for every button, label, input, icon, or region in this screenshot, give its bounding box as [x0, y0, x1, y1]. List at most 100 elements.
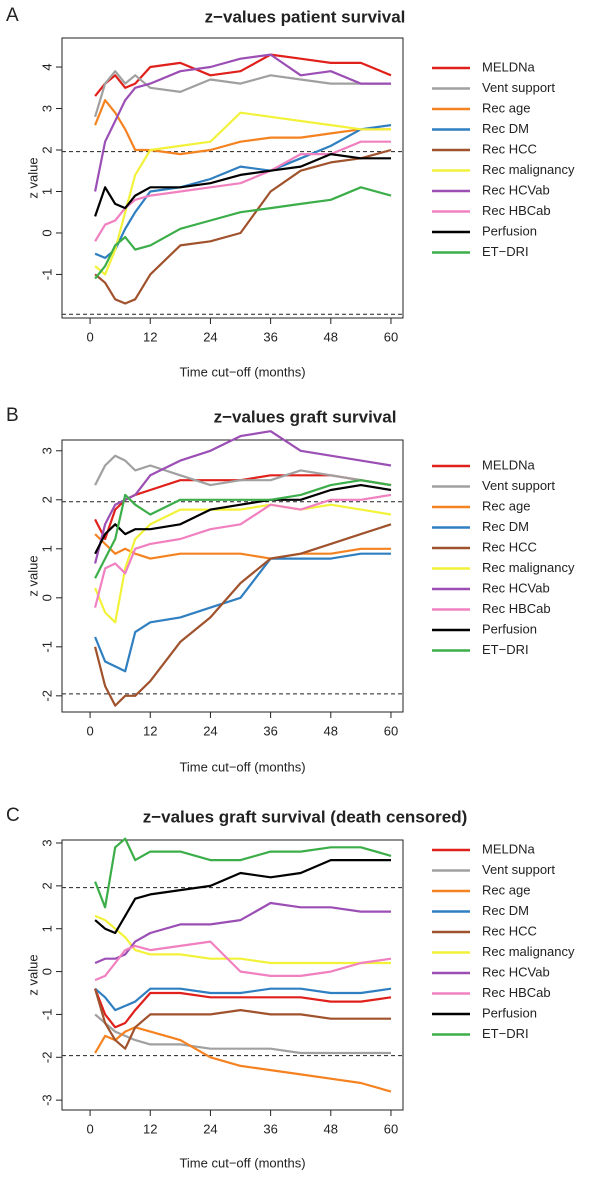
y-tick-label: 2	[39, 882, 54, 889]
y-tick-label: -3	[39, 1094, 54, 1106]
y-tick-label: -1	[39, 1009, 54, 1021]
legend-label: Rec HBCab	[482, 601, 551, 616]
x-tick-label: 0	[86, 329, 93, 344]
series-line	[94, 1013, 391, 1055]
series-line	[94, 533, 391, 560]
series-line	[94, 454, 392, 487]
legend-label: Rec HBCab	[482, 985, 551, 1000]
legend-label: Rec HCC	[482, 141, 537, 156]
panel-label: A	[6, 5, 19, 26]
legend-label: ET−DRI	[482, 244, 529, 259]
y-tick-label: 1	[39, 188, 54, 195]
legend-label: Perfusion	[482, 621, 537, 636]
series-line	[94, 70, 391, 118]
legend-label: Rec HCVab	[482, 580, 550, 595]
legend-label: Rec HCVab	[482, 182, 550, 197]
y-axis-title: z value	[25, 157, 40, 198]
series-line	[94, 479, 392, 579]
series-line	[94, 988, 392, 1029]
x-axis-title: Time cut−off (months)	[179, 1155, 305, 1170]
series-line	[94, 153, 391, 217]
series-line	[94, 53, 392, 97]
x-tick-label: 24	[203, 329, 217, 344]
panel-label: B	[6, 405, 19, 426]
legend-label: Rec age	[482, 882, 530, 897]
legend-label: Vent support	[482, 478, 555, 493]
legend-label: Perfusion	[482, 1005, 537, 1020]
x-tick-label: 0	[86, 1121, 93, 1136]
y-axis-title: z value	[25, 555, 40, 596]
y-tick-label: 3	[39, 447, 54, 454]
x-tick-label: 48	[324, 1121, 338, 1136]
legend-label: Rec HCC	[482, 539, 537, 554]
y-tick-label: 3	[39, 105, 54, 112]
series-line	[94, 124, 392, 259]
series-line	[94, 493, 392, 608]
legend-label: ET−DRI	[482, 642, 529, 657]
legend-label: MELDNa	[482, 841, 536, 856]
x-tick-label: 36	[263, 723, 277, 738]
legend-label: Rec malignancy	[482, 944, 575, 959]
x-axis-title: Time cut−off (months)	[179, 364, 305, 379]
legend-label: Rec HBCab	[482, 203, 551, 218]
legend-label: Rec age	[482, 100, 530, 115]
plot-frame	[61, 37, 404, 319]
legend-label: Perfusion	[482, 223, 537, 238]
y-axis-title: z value	[25, 954, 40, 995]
legend-label: Rec HCC	[482, 923, 537, 938]
y-tick-label: -1	[39, 269, 54, 281]
y-tick-label: 4	[39, 63, 54, 70]
x-axis-title: Time cut−off (months)	[179, 759, 305, 774]
legend-label: Vent support	[482, 862, 555, 877]
x-tick-label: 12	[143, 1121, 157, 1136]
legend-label: Rec malignancy	[482, 560, 575, 575]
x-tick-label: 60	[384, 723, 398, 738]
legend-label: MELDNa	[482, 457, 536, 472]
x-tick-label: 36	[263, 329, 277, 344]
legend-label: ET−DRI	[482, 1026, 529, 1041]
y-tick-label: 1	[39, 925, 54, 932]
plot-frame	[61, 839, 404, 1111]
series-line	[94, 430, 392, 564]
series-line	[94, 552, 391, 673]
x-tick-label: 48	[324, 329, 338, 344]
legend-label: Rec DM	[482, 121, 529, 136]
y-tick-label: -2	[39, 690, 54, 702]
series-line	[94, 987, 392, 1012]
series-line	[94, 1026, 392, 1093]
series-line	[94, 484, 392, 555]
legend-label: Rec malignancy	[482, 162, 575, 177]
legend-label: Rec DM	[482, 519, 529, 534]
y-tick-label: 3	[39, 839, 54, 846]
chart-title: z−values graft survival	[214, 407, 397, 426]
legend-label: Rec age	[482, 498, 530, 513]
legend-label: Rec DM	[482, 903, 529, 918]
series-line	[94, 859, 391, 935]
legend-label: MELDNa	[482, 59, 536, 74]
y-tick-label: 0	[39, 229, 54, 236]
y-tick-label: 0	[39, 594, 54, 601]
series-line	[94, 523, 392, 707]
chart-title: z−values graft survival (death censored)	[143, 807, 468, 826]
y-tick-label: -1	[39, 641, 54, 653]
series-line	[94, 148, 392, 305]
chart-title: z−values patient survival	[205, 7, 406, 26]
x-tick-label: 60	[384, 1121, 398, 1136]
series-line	[94, 901, 391, 965]
series-line	[94, 53, 391, 192]
y-tick-label: 0	[39, 968, 54, 975]
series-line	[94, 140, 391, 242]
series-line	[94, 940, 392, 982]
legend-label: Vent support	[482, 80, 555, 95]
x-tick-label: 24	[203, 723, 217, 738]
x-tick-label: 12	[143, 723, 157, 738]
x-tick-label: 48	[324, 723, 338, 738]
y-tick-label: 1	[39, 545, 54, 552]
series-line	[94, 988, 391, 1050]
y-tick-label: 2	[39, 496, 54, 503]
x-tick-label: 12	[143, 329, 157, 344]
panel-label: C	[6, 805, 20, 826]
series-line	[94, 503, 392, 624]
